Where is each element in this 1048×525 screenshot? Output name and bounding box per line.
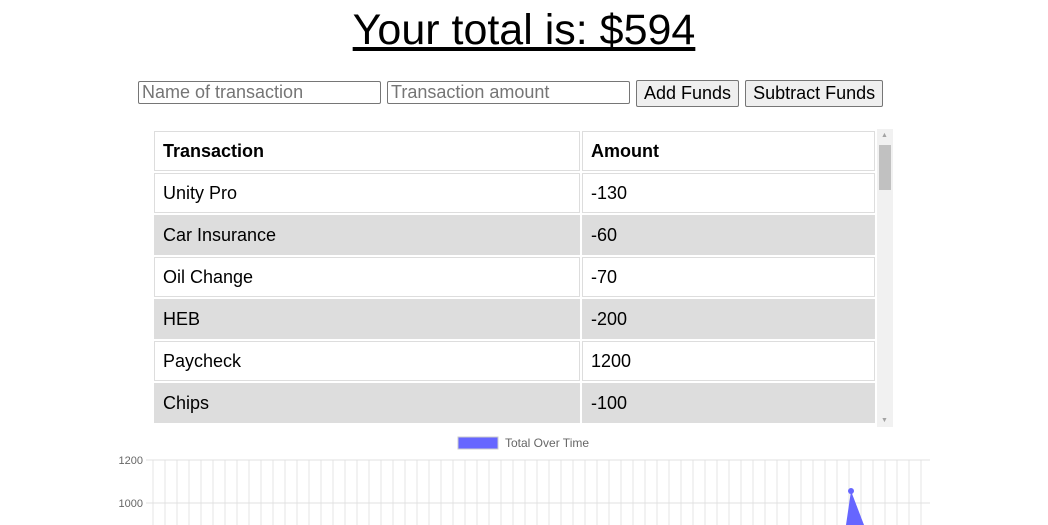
transaction-cell: HEB <box>154 299 580 339</box>
transaction-cell: Chips <box>154 383 580 423</box>
add-funds-button[interactable]: Add Funds <box>636 80 740 107</box>
table-row: HEB -200 <box>154 299 875 339</box>
transaction-amount-input[interactable] <box>387 81 630 104</box>
y-tick-label: 1200 <box>119 455 143 467</box>
scroll-up-icon[interactable]: ▲ <box>881 132 888 139</box>
table-row: Chips -100 <box>154 383 875 423</box>
transaction-cell: Paycheck <box>154 341 580 381</box>
table-scrollbar[interactable]: ▲ ▼ <box>877 129 893 427</box>
legend-label: Total Over Time <box>505 436 589 450</box>
amount-cell: 1200 <box>582 341 875 381</box>
transactions-table-container: Transaction Amount Unity Pro -130 Car Insu… <box>152 129 893 427</box>
amount-cell: -100 <box>582 383 875 423</box>
transaction-cell: Oil Change <box>154 257 580 297</box>
y-tick-label: 1000 <box>119 498 143 510</box>
table-row: Unity Pro -130 <box>154 173 875 213</box>
column-header-amount: Amount <box>582 131 875 171</box>
transactions-table: Transaction Amount Unity Pro -130 Car Insu… <box>152 129 877 425</box>
series-area <box>846 490 864 525</box>
transaction-name-input[interactable] <box>138 81 381 104</box>
transaction-cell: Car Insurance <box>154 215 580 255</box>
table-row: Paycheck 1200 <box>154 341 875 381</box>
data-point <box>848 487 854 494</box>
scroll-down-icon[interactable]: ▼ <box>881 417 888 424</box>
legend-swatch <box>457 436 499 450</box>
column-header-transaction: Transaction <box>154 131 580 171</box>
transaction-cell: Unity Pro <box>154 173 580 213</box>
amount-cell: -60 <box>582 215 875 255</box>
amount-cell: -200 <box>582 299 875 339</box>
transaction-form: Add Funds Subtract Funds <box>138 80 884 107</box>
total-heading: Your total is: $594 <box>352 6 696 54</box>
subtract-funds-button[interactable]: Subtract Funds <box>745 80 884 107</box>
amount-cell: -70 <box>582 257 875 297</box>
table-row: Car Insurance -60 <box>154 215 875 255</box>
total-over-time-chart: Total Over Time 1200 1000 <box>119 436 930 525</box>
table-row: Oil Change -70 <box>154 257 875 297</box>
amount-cell: -130 <box>582 173 875 213</box>
scrollbar-thumb[interactable] <box>879 145 891 190</box>
